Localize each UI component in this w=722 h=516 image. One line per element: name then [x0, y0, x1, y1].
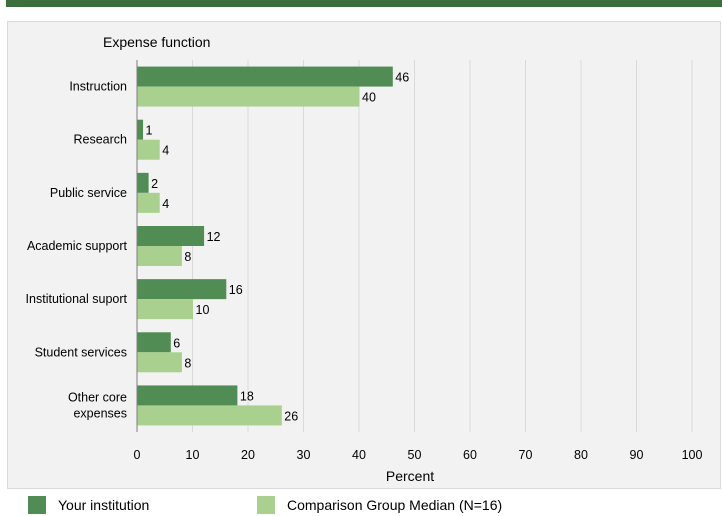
data-label: 18 — [240, 389, 254, 403]
bar-your-institution — [137, 119, 144, 140]
bar-your-institution — [137, 172, 149, 193]
category-label: Academic support — [27, 239, 128, 253]
legend-swatch-your-institution — [28, 496, 46, 514]
legend-label-your-institution: Your institution — [58, 497, 150, 513]
data-label: 16 — [229, 283, 243, 297]
data-label: 12 — [207, 230, 221, 244]
data-label: 6 — [173, 336, 180, 350]
x-axis-title: Percent — [386, 468, 434, 484]
bar-your-institution — [137, 226, 205, 246]
bar-your-institution — [137, 279, 227, 300]
x-tick-label: 80 — [574, 448, 588, 462]
category-axis-title: Expense function — [103, 34, 210, 50]
bar-comparison-median — [137, 86, 360, 107]
x-tick-label: 20 — [241, 448, 255, 462]
category-label: Student services — [35, 345, 127, 359]
x-tick-label: 90 — [630, 448, 644, 462]
legend-swatch-comparison-median — [257, 496, 275, 514]
legend-label-comparison-median: Comparison Group Median (N=16) — [287, 497, 503, 513]
category-label: Other core — [68, 390, 127, 404]
x-tick-label: 70 — [519, 448, 533, 462]
data-label: 1 — [146, 124, 153, 138]
category-label: Public service — [50, 186, 127, 200]
bar-comparison-median — [137, 352, 182, 373]
data-label: 4 — [162, 197, 169, 211]
category-label: Institutional suport — [26, 292, 128, 306]
data-label: 4 — [162, 144, 169, 158]
top-band — [6, 0, 722, 7]
bar-chart: 0 10 20 30 40 50 60 70 80 90 100Instruction4640Res… — [26, 34, 703, 484]
bar-comparison-median — [137, 299, 193, 320]
bar-your-institution — [137, 66, 393, 87]
bar-comparison-median — [137, 139, 160, 160]
bar-comparison-median — [137, 192, 160, 213]
legend-item-your-institution: Your institution — [28, 496, 149, 514]
data-label: 8 — [184, 250, 191, 264]
bars-layer — [137, 66, 393, 426]
bar-your-institution — [137, 332, 171, 353]
data-label: 10 — [196, 303, 210, 317]
category-label: Instruction — [69, 80, 127, 94]
x-tick-label: 100 — [682, 448, 703, 462]
x-tick-label: 10 — [186, 448, 200, 462]
x-tick-label: 30 — [297, 448, 311, 462]
grid-layer — [136, 60, 693, 432]
data-label: 26 — [284, 409, 298, 423]
category-label: Research — [74, 133, 128, 147]
data-label: 8 — [184, 356, 191, 370]
data-label: 40 — [362, 91, 376, 105]
bar-comparison-median — [137, 246, 182, 266]
x-tick-label: 0 — [134, 448, 141, 462]
legend: Your institution Comparison Group Median… — [0, 494, 722, 516]
x-tick-label: 60 — [463, 448, 477, 462]
bar-comparison-median — [137, 405, 282, 426]
data-label: 46 — [395, 71, 409, 85]
category-label: expenses — [73, 406, 127, 420]
x-tick-label: 40 — [352, 448, 366, 462]
data-label: 2 — [151, 177, 158, 191]
plot-frame — [7, 21, 721, 489]
labels-layer: 0 10 20 30 40 50 60 70 80 90 100Instruction4640Res… — [26, 71, 703, 462]
x-tick-label: 50 — [408, 448, 422, 462]
legend-item-comparison-median: Comparison Group Median (N=16) — [257, 496, 502, 514]
bar-your-institution — [137, 385, 238, 406]
